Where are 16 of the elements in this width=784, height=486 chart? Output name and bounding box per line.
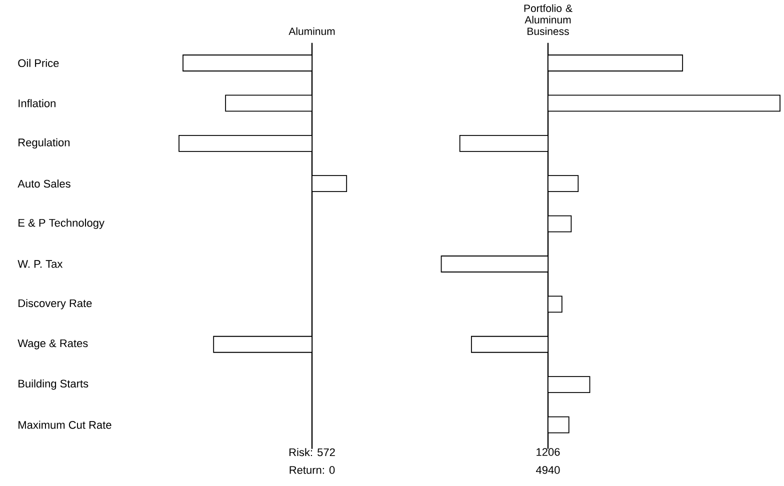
chart-title: Aluminum xyxy=(288,27,335,36)
annotation: Risk: 572 xyxy=(289,448,335,456)
annotation: 1206 xyxy=(536,448,560,456)
text: 4940 xyxy=(536,466,560,474)
y-tick-label: Oil Price xyxy=(18,58,59,68)
y-tick-label: Regulation xyxy=(18,138,70,149)
y-tick-label: E & P Technology xyxy=(18,218,104,229)
text: Return: 0 xyxy=(290,466,335,474)
chart-title: Portfolio & Aluminum Business xyxy=(524,4,572,36)
y-tick-label: Maximum Cut Rate xyxy=(18,420,112,429)
y-tick-label: Discovery Rate xyxy=(18,299,92,310)
y-tick-label: Auto Sales xyxy=(18,180,70,188)
y-tick-label: Wage & Rates xyxy=(18,339,88,350)
y-tick-label: W. P. Tax xyxy=(18,260,63,268)
y-tick-label: Inflation xyxy=(18,99,56,108)
y-tick-label: Building Starts xyxy=(18,379,88,390)
